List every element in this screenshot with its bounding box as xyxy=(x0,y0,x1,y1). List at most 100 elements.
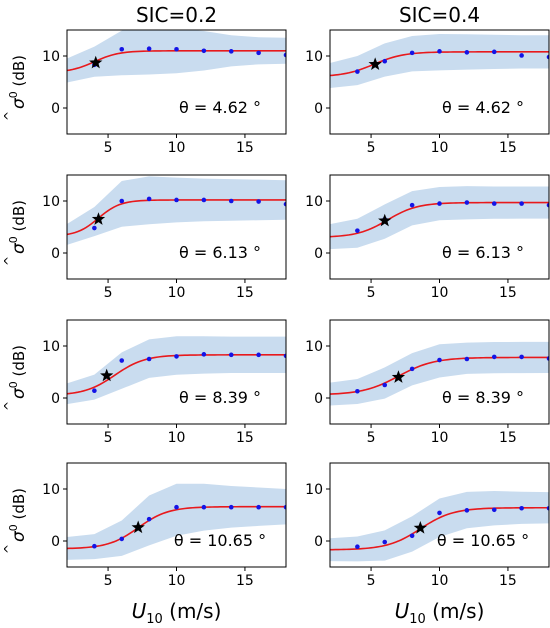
data-point xyxy=(519,354,524,360)
uncertainty-band xyxy=(330,491,549,562)
x-tick-label: 5 xyxy=(104,430,113,446)
data-point xyxy=(174,197,179,203)
y-axis-label: σ0 (dB) ^ xyxy=(2,55,29,121)
y-tick-label: 10 xyxy=(305,49,323,65)
star-marker xyxy=(391,370,406,383)
data-point xyxy=(437,49,442,54)
data-point xyxy=(92,388,97,394)
y-axis-label-main: σ xyxy=(9,387,29,399)
x-tick-label: 15 xyxy=(236,430,254,446)
chart-panel: 5 10 15 0 10 θ = 10.65 ° xyxy=(42,462,287,589)
data-point xyxy=(256,352,261,358)
y-axis-label-sup: 0 xyxy=(7,524,20,531)
data-point xyxy=(491,354,497,360)
y-axis-label-sup: 0 xyxy=(7,236,20,243)
data-point xyxy=(409,366,415,372)
x-tick-label: 5 xyxy=(104,140,113,156)
angle-annotation: θ = 8.39 ° xyxy=(442,388,524,407)
y-tick-label: 10 xyxy=(42,339,60,355)
data-point xyxy=(146,46,152,52)
data-point xyxy=(409,202,415,208)
sigma-hat: ^ xyxy=(2,256,16,266)
data-point xyxy=(256,504,261,510)
chart-panel: 5 10 15 0 10 θ = 4.62 ° xyxy=(42,29,287,156)
data-point xyxy=(201,352,207,357)
data-point xyxy=(546,54,549,60)
angle-annotation: θ = 4.62 ° xyxy=(442,98,524,117)
y-axis-label-main: σ xyxy=(9,530,29,542)
y-tick-label: 10 xyxy=(305,194,323,210)
data-point xyxy=(519,201,524,206)
data-point xyxy=(355,544,360,550)
data-point xyxy=(92,543,97,549)
x-axis-label-sub: 10 xyxy=(409,612,426,627)
x-tick-label: 5 xyxy=(104,573,113,589)
y-tick-label: 0 xyxy=(51,101,60,117)
y-axis-label-text: σ0 (dB) xyxy=(7,200,29,254)
y-tick-label: 10 xyxy=(42,482,60,498)
data-point xyxy=(437,510,442,516)
x-tick-label: 5 xyxy=(104,285,113,301)
x-tick-label: 5 xyxy=(367,140,376,156)
x-tick-label: 10 xyxy=(431,140,449,156)
y-tick-label: 10 xyxy=(42,49,60,65)
data-point xyxy=(146,356,152,362)
data-point xyxy=(283,504,286,510)
star-marker xyxy=(89,55,103,69)
y-tick-label: 10 xyxy=(305,482,323,498)
angle-annotation: θ = 8.39 ° xyxy=(179,388,261,407)
y-tick-label: 0 xyxy=(314,534,323,550)
data-point xyxy=(409,533,415,539)
y-axis-label: σ0 (dB) ^ xyxy=(2,200,29,266)
data-point xyxy=(464,200,470,205)
data-point xyxy=(437,357,442,363)
y-axis-label-unit: (dB) xyxy=(10,200,28,236)
column-title: SIC=0.2 xyxy=(136,3,217,27)
y-tick-label: 0 xyxy=(314,246,323,262)
data-point xyxy=(409,50,415,56)
uncertainty-band xyxy=(330,186,549,250)
x-tick-label: 5 xyxy=(367,430,376,446)
data-point xyxy=(228,49,234,54)
uncertainty-band xyxy=(67,30,286,83)
x-tick-label: 15 xyxy=(499,140,517,156)
y-axis-label: σ0 (dB) ^ xyxy=(2,345,29,411)
y-axis-label-text: σ0 (dB) xyxy=(7,55,29,109)
plot-area xyxy=(67,483,286,560)
x-tick-label: 15 xyxy=(499,573,517,589)
plot-area xyxy=(330,491,549,562)
chart-panel: 5 10 15 0 10 θ = 8.39 ° xyxy=(305,319,550,446)
x-tick-label: 10 xyxy=(168,285,186,301)
data-point xyxy=(256,199,261,204)
data-point xyxy=(355,228,360,233)
y-axis-label-unit: (dB) xyxy=(10,345,28,381)
x-tick-label: 10 xyxy=(431,573,449,589)
data-point xyxy=(464,50,470,55)
x-axis-label-main: U xyxy=(395,599,410,623)
data-point xyxy=(546,505,549,511)
data-point xyxy=(92,225,97,231)
data-point xyxy=(174,354,179,359)
x-tick-label: 10 xyxy=(168,140,186,156)
plot-area xyxy=(67,30,286,83)
x-tick-label: 15 xyxy=(499,285,517,301)
data-point xyxy=(228,352,234,358)
data-point xyxy=(119,358,125,363)
data-point xyxy=(174,46,179,52)
x-axis-label-main: U xyxy=(132,599,147,623)
plot-area xyxy=(330,33,549,88)
x-tick-label: 5 xyxy=(367,285,376,301)
y-axis-label: σ0 (dB) ^ xyxy=(2,488,29,554)
star-marker xyxy=(131,520,145,534)
data-point xyxy=(283,201,286,207)
data-point xyxy=(201,48,207,54)
y-tick-label: 0 xyxy=(51,534,60,550)
column-title: SIC=0.4 xyxy=(399,3,480,27)
x-axis-label-unit: (m/s) xyxy=(426,599,485,623)
star-marker xyxy=(100,368,114,382)
x-tick-label: 10 xyxy=(168,430,186,446)
x-tick-label: 15 xyxy=(236,285,254,301)
x-tick-label: 10 xyxy=(168,573,186,589)
x-tick-label: 15 xyxy=(236,573,254,589)
data-point xyxy=(382,539,388,545)
